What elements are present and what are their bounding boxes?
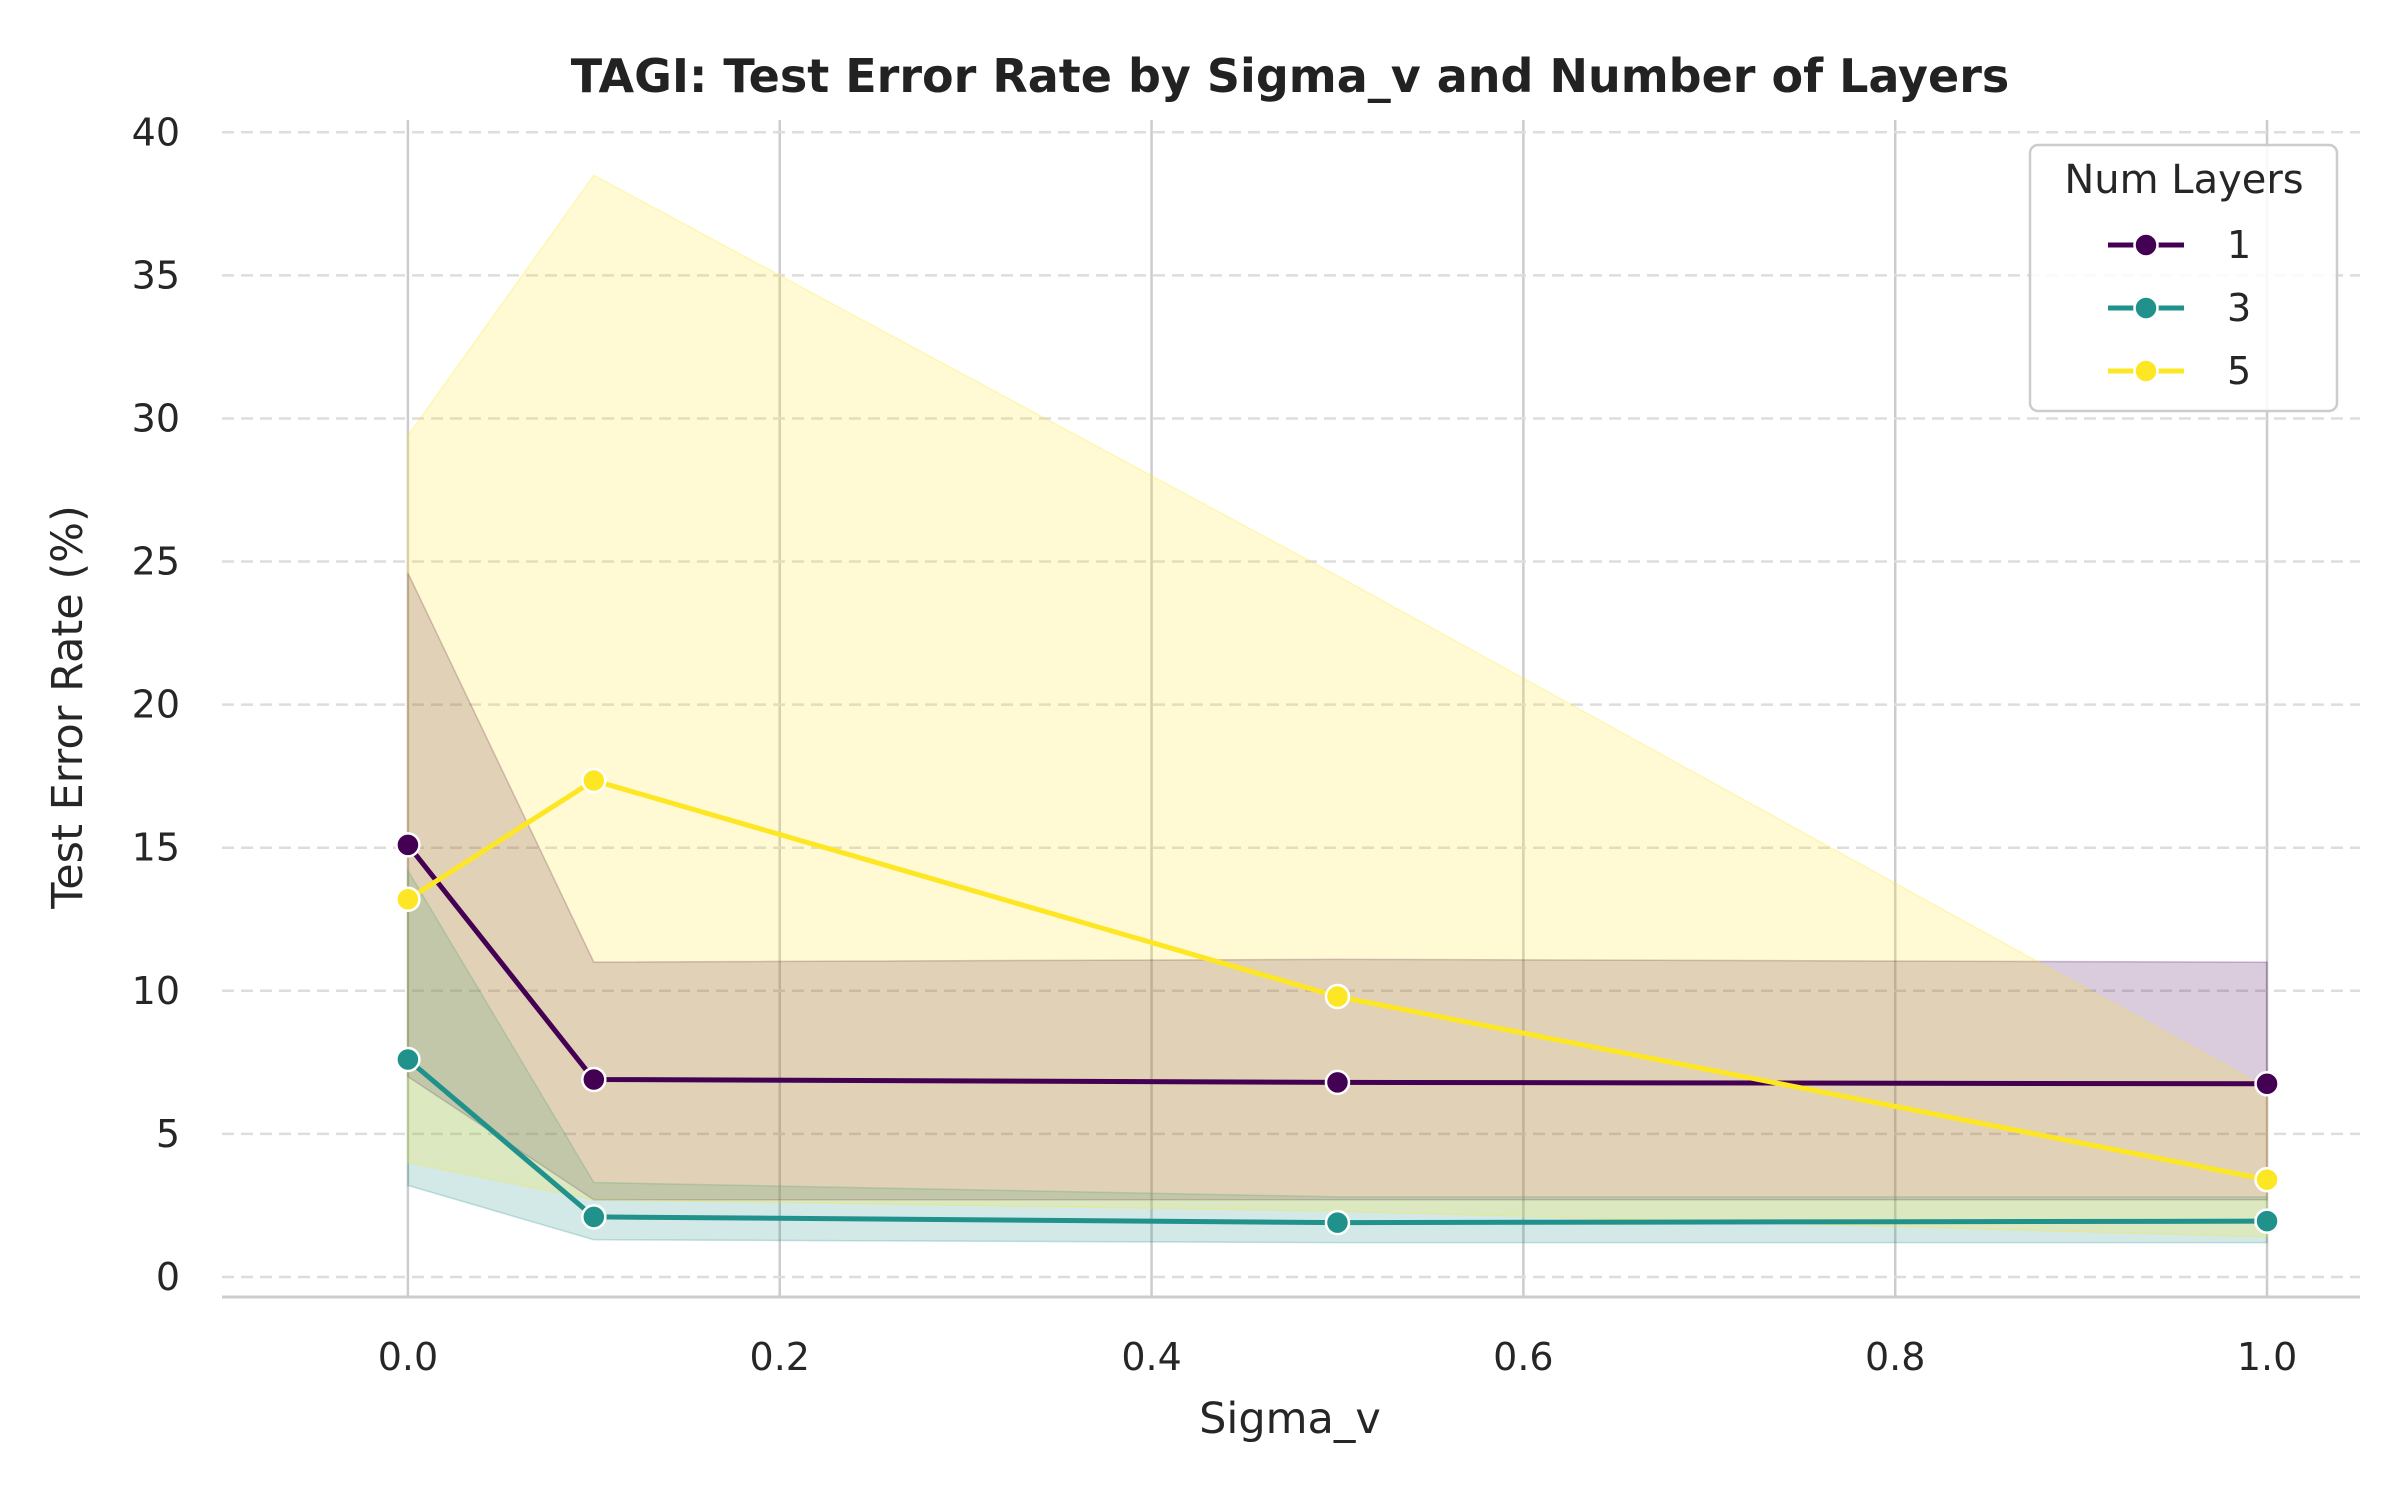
- legend-title: Num Layers: [2064, 157, 2303, 203]
- y-axis-label: Test Error Rate (%): [43, 505, 93, 910]
- legend-marker-swatch: [2135, 360, 2158, 383]
- legend-label: 3: [2227, 286, 2251, 330]
- y-tick-label: 30: [132, 396, 180, 440]
- data-point-layers-3: [1326, 1211, 1349, 1234]
- x-tick-label: 1.0: [2237, 1335, 2297, 1379]
- legend: Num Layers 1 3 5: [2030, 145, 2337, 411]
- x-tick-label: 0.8: [1865, 1335, 1925, 1379]
- y-tick-label: 25: [132, 540, 180, 584]
- x-tick-label: 0.0: [378, 1335, 438, 1379]
- y-tick-label: 15: [132, 826, 180, 870]
- y-tick-label: 10: [132, 969, 180, 1013]
- y-tick-label: 35: [132, 253, 180, 297]
- x-tick-label: 0.2: [750, 1335, 810, 1379]
- data-point-layers-5: [396, 888, 419, 911]
- data-point-layers-1: [396, 833, 419, 856]
- legend-marker-swatch: [2135, 234, 2158, 257]
- data-point-layers-3: [2256, 1210, 2279, 1233]
- data-point-layers-1: [582, 1068, 605, 1091]
- data-point-layers-1: [2256, 1072, 2279, 1095]
- legend-label: 5: [2227, 349, 2251, 393]
- x-tick-label: 0.4: [1121, 1335, 1181, 1379]
- data-point-layers-5: [2256, 1168, 2279, 1191]
- x-axis-label: Sigma_v: [1199, 1394, 1381, 1444]
- data-point-layers-1: [1326, 1071, 1349, 1094]
- data-point-layers-3: [396, 1048, 419, 1071]
- legend-marker-swatch: [2135, 297, 2158, 320]
- data-point-layers-5: [1326, 985, 1349, 1008]
- data-point-layers-5: [582, 769, 605, 792]
- y-tick-label: 0: [156, 1255, 180, 1299]
- chart-title: TAGI: Test Error Rate by Sigma_v and Num…: [571, 49, 2010, 103]
- y-tick-label: 40: [132, 110, 180, 154]
- y-tick-label: 20: [132, 683, 180, 727]
- legend-label: 1: [2227, 223, 2251, 267]
- data-point-layers-3: [582, 1205, 605, 1228]
- x-tick-label: 0.6: [1493, 1335, 1553, 1379]
- y-tick-label: 5: [156, 1112, 180, 1156]
